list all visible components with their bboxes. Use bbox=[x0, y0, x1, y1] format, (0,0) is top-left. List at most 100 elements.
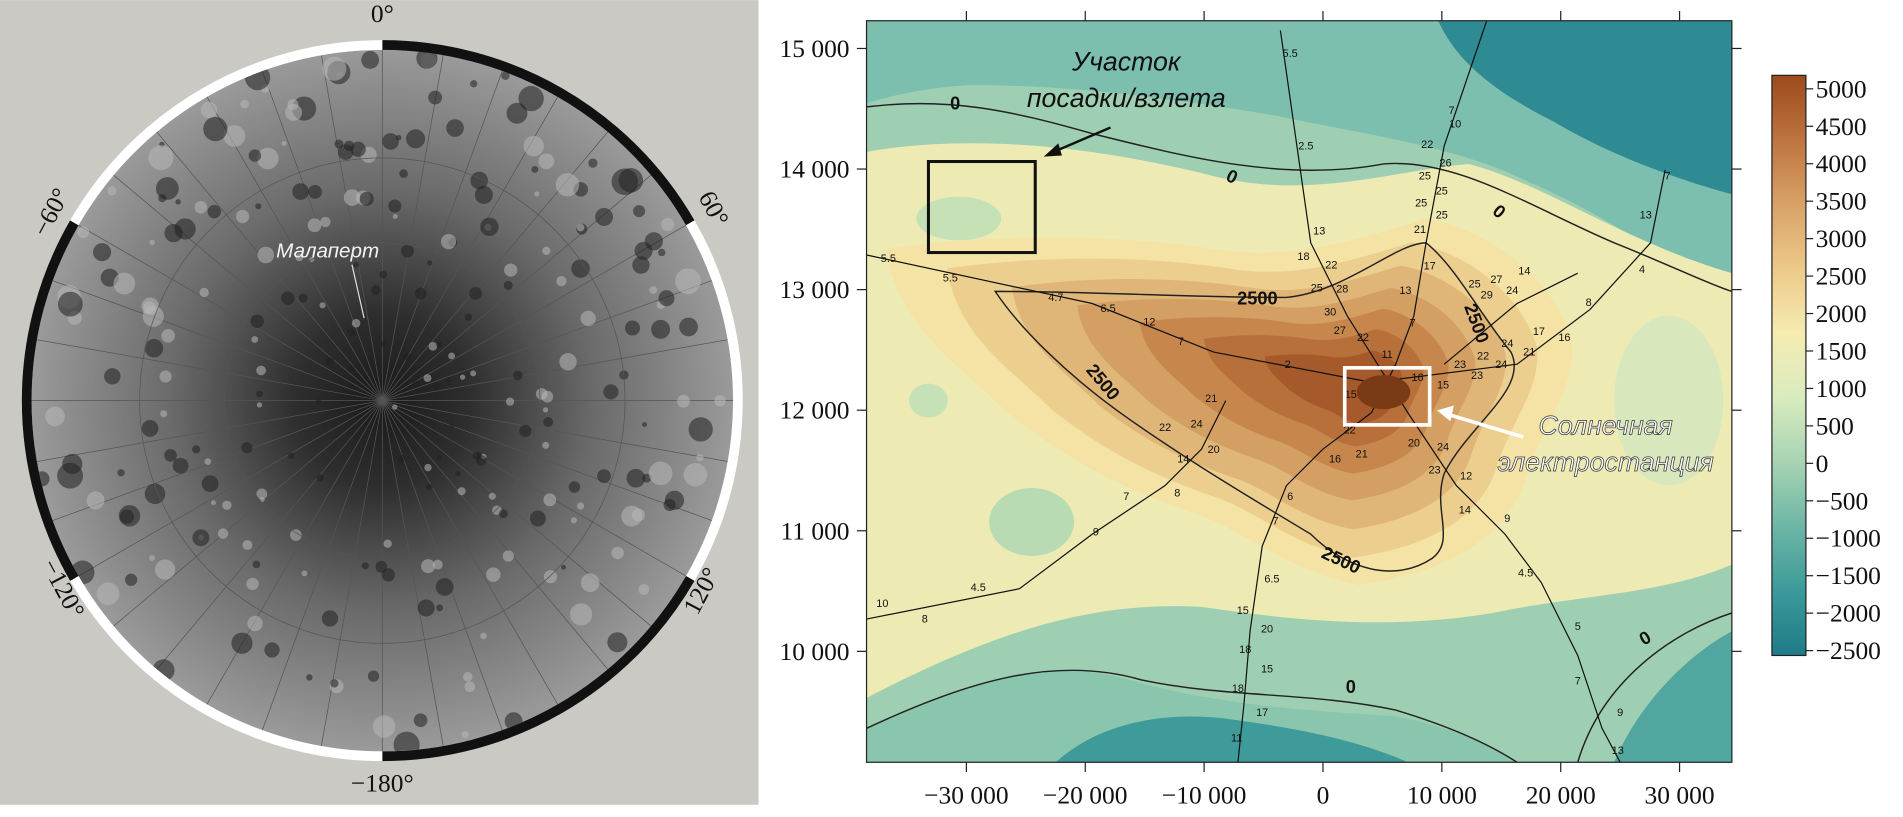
crater bbox=[677, 394, 690, 408]
profile-label: 14 bbox=[1177, 454, 1189, 466]
profile-label: 4.5 bbox=[1518, 568, 1533, 580]
profile-label: 11 bbox=[1382, 349, 1393, 361]
crater bbox=[503, 280, 513, 290]
profile-label: 24 bbox=[1501, 338, 1513, 350]
crater bbox=[315, 398, 322, 404]
crater bbox=[149, 239, 155, 246]
crater bbox=[306, 674, 313, 681]
colorbar-tick-label: 4500 bbox=[1816, 112, 1867, 141]
profile-label: 17 bbox=[1256, 707, 1268, 719]
crater bbox=[361, 562, 369, 570]
crater bbox=[164, 223, 183, 243]
crater bbox=[107, 186, 117, 196]
crater bbox=[164, 449, 177, 462]
contour-fill bbox=[989, 487, 1075, 556]
crater bbox=[308, 185, 322, 199]
crater bbox=[149, 555, 155, 562]
crater bbox=[372, 715, 396, 738]
crater bbox=[421, 559, 436, 574]
contour-line bbox=[866, 102, 1732, 293]
crater bbox=[392, 404, 398, 410]
profile-label: 7 bbox=[1665, 171, 1671, 183]
crater bbox=[531, 165, 539, 173]
crater bbox=[396, 134, 402, 141]
profile-label: 18 bbox=[1232, 683, 1244, 695]
crater bbox=[161, 328, 175, 343]
crater bbox=[626, 468, 646, 488]
crater bbox=[412, 380, 420, 388]
graticule bbox=[40, 275, 383, 401]
profile-label: 17 bbox=[1533, 326, 1545, 338]
crater bbox=[256, 402, 263, 408]
profile-label: 16 bbox=[1558, 332, 1570, 344]
crater bbox=[154, 559, 176, 580]
arrow bbox=[1446, 412, 1524, 439]
crater bbox=[403, 352, 412, 361]
profile-label: 13 bbox=[1399, 285, 1411, 297]
crater bbox=[255, 203, 262, 210]
graticule bbox=[382, 166, 662, 401]
plot-frame bbox=[865, 20, 1733, 763]
contour-map bbox=[866, 20, 1732, 763]
profile-label: 8 bbox=[1586, 297, 1592, 309]
crater bbox=[470, 80, 478, 88]
graticule bbox=[382, 400, 617, 680]
crater bbox=[346, 328, 356, 337]
crater bbox=[210, 500, 216, 506]
profile-label: 16 bbox=[1411, 372, 1423, 384]
crater bbox=[611, 546, 624, 560]
crater bbox=[435, 578, 454, 596]
crater bbox=[301, 570, 308, 577]
crater bbox=[148, 145, 174, 171]
profile-label: 24 bbox=[1191, 418, 1203, 430]
crater bbox=[440, 233, 457, 250]
contour-line bbox=[1577, 612, 1732, 763]
profile-label: 8 bbox=[1174, 487, 1180, 499]
contour-fill bbox=[1438, 20, 1732, 195]
contour-fill bbox=[916, 196, 1002, 241]
crater bbox=[436, 604, 444, 612]
crater bbox=[256, 147, 279, 170]
graticule bbox=[381, 58, 508, 401]
profile-label: 17 bbox=[1424, 261, 1436, 273]
crater bbox=[529, 510, 546, 527]
crater bbox=[413, 713, 428, 728]
y-tick-label: 13 000 bbox=[780, 275, 850, 304]
crater bbox=[321, 610, 339, 627]
profile-label: 2 bbox=[1285, 359, 1291, 371]
crater bbox=[248, 149, 262, 162]
crater bbox=[330, 679, 339, 688]
crater bbox=[117, 469, 125, 477]
crater bbox=[580, 573, 600, 593]
contour-label: 0 bbox=[1346, 677, 1356, 697]
profile-label: 6 bbox=[1287, 491, 1293, 503]
crater bbox=[307, 218, 322, 233]
profile-label: 12 bbox=[1143, 316, 1155, 328]
profile-label: 2.5 bbox=[1298, 140, 1313, 152]
contour-fill bbox=[866, 670, 1518, 763]
graticule bbox=[103, 166, 383, 401]
crater bbox=[223, 125, 246, 147]
crater bbox=[414, 287, 427, 300]
longitude-label: 0° bbox=[371, 0, 394, 28]
crater bbox=[506, 102, 528, 124]
x-tick-label: −30 000 bbox=[924, 781, 1008, 810]
crater bbox=[203, 116, 228, 142]
lunar-surface bbox=[31, 49, 734, 752]
crater bbox=[96, 582, 120, 606]
x-tick-label: −10 000 bbox=[1162, 781, 1246, 810]
crater bbox=[281, 291, 295, 305]
profile-label: 4.7 bbox=[1048, 292, 1063, 304]
profile-label: 8 bbox=[922, 614, 928, 626]
crater bbox=[480, 632, 487, 640]
crater bbox=[696, 454, 704, 462]
profile-label: 15 bbox=[1261, 663, 1273, 675]
y-tick-label: 10 000 bbox=[780, 637, 850, 666]
crater bbox=[204, 458, 212, 465]
crater bbox=[160, 410, 168, 418]
crater bbox=[679, 317, 698, 337]
traverse-line bbox=[866, 400, 1227, 620]
crater bbox=[392, 213, 398, 219]
landing-site-box bbox=[926, 160, 1037, 255]
crater bbox=[504, 263, 518, 277]
